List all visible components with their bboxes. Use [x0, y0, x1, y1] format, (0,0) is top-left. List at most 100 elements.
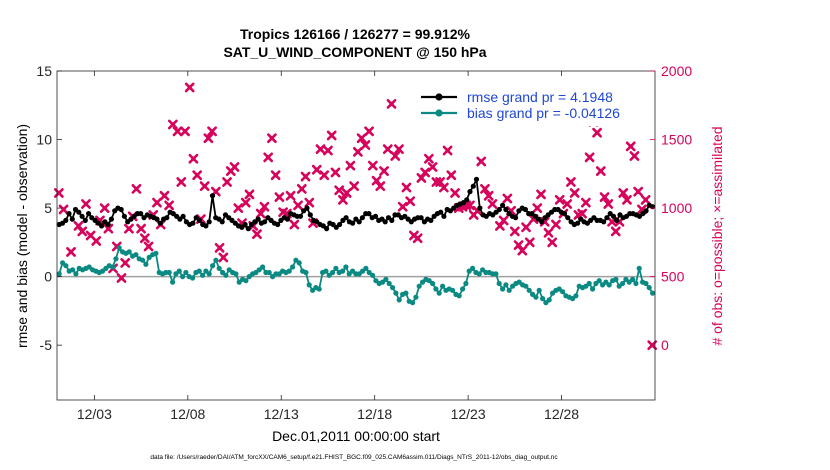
series-rmse-point [242, 221, 248, 228]
obs-assimilated-point [334, 185, 345, 196]
series-bias-point [433, 286, 439, 292]
obs-assimilated-point [483, 190, 494, 201]
series-bias-point [533, 294, 539, 300]
series-bias-point [56, 271, 62, 277]
obs-assimilated-point [259, 201, 270, 212]
series-rmse-point [255, 216, 261, 222]
series-bias-point [110, 264, 116, 270]
legend-rmse-label: rmse grand pr = 4.1948 [467, 89, 613, 105]
obs-assimilated-point [341, 188, 352, 198]
obs-assimilated-point [167, 119, 178, 130]
obs-assimilated-point [99, 203, 110, 213]
series-rmse [56, 176, 656, 232]
obs-assimilated-point [502, 193, 513, 204]
series-rmse-point [372, 213, 379, 219]
obs-assimilated-point [304, 197, 315, 208]
series-bias-point [296, 260, 302, 266]
chart-title-line1: Tropics 126166 / 126277 = 99.912% [240, 26, 471, 42]
series-rmse-point [262, 219, 268, 225]
series-bias-point [286, 268, 292, 274]
series-bias-point [166, 269, 172, 276]
series-rmse-point [350, 220, 356, 226]
obs-assimilated-point [143, 241, 154, 252]
y-tick-label-left: 10 [36, 132, 52, 148]
obs-assimilated-point [554, 194, 565, 205]
obs-assimilated-point [394, 144, 404, 155]
series-bias-point [303, 269, 309, 276]
obs-assimilated-point [352, 146, 363, 157]
series-bias-point [133, 252, 139, 258]
series-bias-point [606, 282, 612, 288]
y-tick-label-right: 0 [661, 337, 669, 353]
series-bias-point [646, 285, 652, 291]
series-rmse-point [63, 217, 69, 223]
obs-assimilated-point [293, 200, 303, 211]
series-bias-point [560, 289, 566, 295]
series-rmse-point [105, 221, 111, 228]
series-rmse-point [324, 226, 330, 232]
obs-assimilated-point [103, 223, 114, 234]
obs-assimilated-point [517, 245, 528, 256]
obs-assimilated-point [412, 233, 423, 244]
obs-assimilated-point [367, 160, 378, 171]
obs-assimilated-point [345, 160, 356, 171]
plot-frame [56, 70, 656, 401]
y-axis-label-right: # of obs: o=possible; ×=assimilated [709, 126, 725, 345]
series-rmse-point [382, 219, 388, 225]
series-rmse-point [343, 215, 349, 221]
y-tick-label-right: 1500 [661, 132, 692, 148]
chart-title-line2: SAT_U_WIND_COMPONENT @ 150 hPa [223, 44, 486, 60]
series-bias-point [73, 271, 79, 277]
series-rmse-point [441, 213, 447, 219]
obs-assimilated-point [603, 199, 614, 209]
series-rmse-point [470, 183, 476, 189]
obs-assimilated-point [405, 196, 416, 207]
y-tick-label-left: 5 [44, 200, 52, 216]
obs-assimilated-point [164, 200, 175, 211]
series-rmse-point [428, 217, 434, 223]
series-bias-point [463, 280, 469, 287]
series-bias-point [503, 282, 509, 288]
series-bias-point [290, 264, 296, 270]
series-bias-point [590, 286, 596, 292]
series-bias-point [496, 280, 502, 287]
obs-assimilated-point [465, 200, 475, 211]
series-bias-point [383, 276, 389, 282]
obs-assimilated-point [326, 130, 337, 141]
obs-assimilated-point [562, 199, 573, 209]
obs-assimilated-point [311, 164, 322, 175]
series-rmse-point [307, 212, 313, 218]
obs-assimilated-point [599, 192, 610, 203]
series-rmse-point [614, 217, 620, 223]
obs-assimilated-point [244, 189, 255, 200]
obs-assimilated-point [255, 208, 266, 219]
obs-assimilated-point [300, 171, 311, 182]
series-rmse-point [121, 213, 127, 219]
series-bias-point [650, 290, 656, 296]
series-rmse-point [66, 211, 72, 217]
obs-assimilated-point [81, 199, 91, 209]
obs-assimilated-point [629, 151, 640, 161]
series-bias-point [70, 267, 76, 273]
series-rmse-point [118, 206, 124, 213]
series-bias-point [216, 265, 222, 271]
series-bias-point [213, 257, 219, 263]
obs-assimilated-point [233, 203, 244, 213]
series-bias-point [330, 269, 336, 276]
obs-assimilated-point [536, 189, 546, 200]
series-bias-point [460, 286, 466, 292]
series-rmse-point [209, 193, 216, 199]
series-bias-point [536, 287, 542, 293]
x-tick-label: 12/23 [451, 406, 486, 422]
series-bias-point [620, 280, 626, 287]
obs-assimilated-point [524, 237, 535, 248]
obs-assimilated-point [77, 226, 88, 237]
obs-assimilated-point [450, 188, 460, 198]
y-tick-label-left: 15 [36, 63, 52, 79]
series-bias-point [333, 265, 339, 271]
obs-assimilated-point [199, 181, 210, 192]
legend-box [418, 80, 650, 126]
series-bias-point [196, 268, 202, 274]
series-bias-point [190, 275, 196, 281]
series-bias-point [403, 290, 409, 296]
